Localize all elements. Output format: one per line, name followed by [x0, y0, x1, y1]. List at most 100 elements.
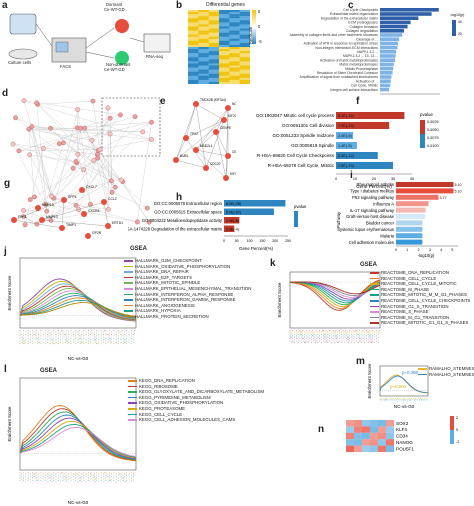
- d-node: [140, 129, 146, 135]
- i-term-label: Bladder cancer: [366, 221, 395, 226]
- heatmap-cell: [239, 55, 250, 58]
- heatmap-cell: [208, 40, 220, 44]
- n-cell: [362, 420, 370, 427]
- legend-swatch: [124, 310, 133, 312]
- f-bar: [336, 132, 354, 139]
- n-cell: [346, 439, 354, 446]
- heatmap-cell: [198, 44, 209, 48]
- c-legend-title: -log10(p): [450, 13, 464, 17]
- heatmap-cell: [229, 16, 240, 19]
- e-edge: [195, 131, 217, 151]
- panel-k-gsea: Enrichment Score: [277, 271, 381, 343]
- heatmap-cell: [229, 57, 240, 60]
- d-node: [56, 141, 62, 147]
- f-tick: 40: [410, 177, 414, 181]
- n-gene-label: CD34: [396, 434, 408, 439]
- legend-item: HALLMARK_HYPOXIA: [124, 308, 251, 314]
- d-edge: [77, 154, 91, 205]
- n-cell: [370, 445, 378, 452]
- heatmap-cell: [198, 38, 209, 42]
- d-edge: [28, 128, 81, 130]
- a-nondormant-label: Non-dormant: [106, 62, 131, 67]
- heatmap-cell: [219, 81, 230, 84]
- e-node: [225, 153, 231, 159]
- heatmap-cell: [229, 79, 240, 83]
- d-edge: [77, 122, 152, 128]
- g-edge: [41, 201, 105, 221]
- heatmap-cell: [208, 32, 220, 35]
- d-edge: [76, 128, 81, 163]
- heatmap-cell: [208, 63, 220, 66]
- d-edge: [37, 100, 93, 105]
- d-node: [13, 115, 18, 121]
- gsea-x-axis-label: NC-vs-G0: [68, 356, 89, 361]
- h-pvalue-label: 8.0E(-28): [226, 202, 241, 206]
- c-term-label: Integrin cell surface interactions: [330, 88, 378, 92]
- legend-item: HALLMARK_PROTEIN_SECRETION: [124, 314, 251, 320]
- gsea-y-axis-label: Enrichment Score: [367, 363, 372, 398]
- legend-swatch: [124, 288, 133, 290]
- legend-label: REACTOME_M_PHASE: [381, 286, 430, 292]
- heatmap-cell: [198, 22, 209, 25]
- legend-item: REACTOME_DNA_REPLICATION: [370, 270, 470, 276]
- h-bar: [224, 225, 235, 232]
- heatmap-cell: [188, 49, 199, 52]
- g-node: [105, 223, 111, 229]
- d-edge: [23, 216, 37, 225]
- n-gene-label: KLF4: [396, 427, 407, 432]
- c-term-label: Mitotic Prometaphase: [345, 67, 378, 71]
- legend-swatch: [128, 385, 137, 388]
- c-term-label: Degradation of the extracellular matrix: [321, 16, 379, 20]
- g-edge: [13, 219, 63, 229]
- heatmap-cell: [198, 34, 209, 37]
- gsea-curve: [19, 411, 137, 461]
- n-cell: [378, 432, 386, 440]
- legend-item: HALLMARK_G2M_CHECKPOINT: [124, 258, 251, 264]
- i-y-axis-label: Pathway: [336, 211, 341, 228]
- c-term-label: Amplification of signal from unattached …: [300, 75, 379, 79]
- heatmap-cell: [188, 38, 199, 42]
- legend-label: KEGG_PYRIMIDINE_METABOLISM: [139, 394, 211, 400]
- heatmap-cell: [198, 12, 209, 15]
- d-edge: [91, 140, 109, 210]
- heatmap-cell: [239, 42, 250, 46]
- heatmap-cell: [198, 16, 209, 19]
- a-dormant-label: Dormant: [106, 2, 123, 7]
- legend-label: HALLMARK_E2F_TARGETS: [135, 274, 193, 280]
- n-cell: [386, 432, 394, 440]
- heatmap-cell: [208, 38, 220, 42]
- legend-label: REACTOME_M_G1_TRANSITION: [381, 314, 450, 320]
- n-cell: [354, 420, 362, 427]
- legend-swatch: [370, 272, 379, 274]
- heatmap-cell: [229, 77, 240, 81]
- e-node: [193, 147, 199, 153]
- heatmap-cell: [188, 79, 199, 83]
- legend-swatch: [124, 304, 133, 307]
- e-gene-label: CENPE: [220, 126, 231, 130]
- f-tick: 0: [335, 177, 337, 181]
- legend-label: REACTOME_CELL_CYCLE_CHECKPOINTS: [381, 297, 471, 303]
- f-term-label: GO:0051301 Cell division: [282, 123, 335, 128]
- heatmap-cell: [188, 73, 199, 76]
- c-bar: [380, 29, 404, 33]
- heatmap-cell: [208, 47, 220, 50]
- g-node: [101, 199, 107, 205]
- heatmap-cell: [198, 61, 209, 64]
- c-bar: [380, 66, 394, 71]
- legend-label: KEGG_CELL_CYCLE: [139, 411, 183, 417]
- heatmap-cell: [219, 59, 230, 62]
- heatmap-cell: [208, 69, 220, 72]
- panel-i-label: i: [350, 170, 353, 181]
- d-node: [48, 218, 54, 223]
- heatmap-cell: [188, 28, 199, 31]
- panel-l-gsea: Enrichment Score NC-vs-G0: [7, 377, 137, 505]
- g-edge: [41, 219, 109, 227]
- i-term-label: Systemic lupus erythematosus: [337, 227, 394, 232]
- heatmap-cell: [239, 61, 250, 64]
- heatmap-cell: [188, 61, 199, 64]
- c-bar: [380, 24, 408, 29]
- gsea-y-axis-label: Enrichment Score: [7, 275, 12, 310]
- c-bar: [380, 71, 393, 75]
- heatmap-cell: [198, 30, 209, 33]
- e-edge: [195, 107, 229, 151]
